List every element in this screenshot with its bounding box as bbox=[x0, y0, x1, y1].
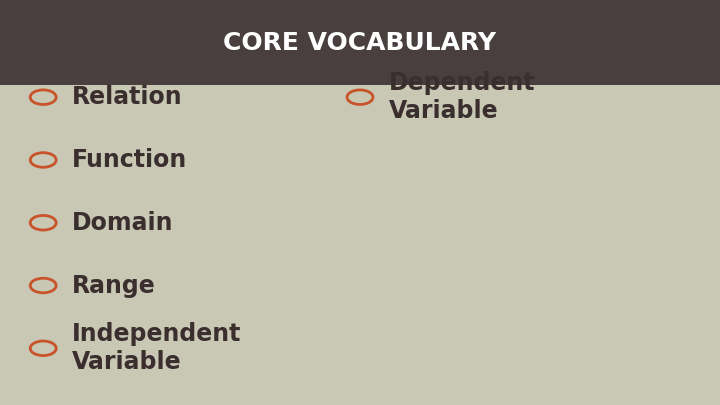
Text: CORE VOCABULARY: CORE VOCABULARY bbox=[223, 30, 497, 55]
Text: Function: Function bbox=[72, 148, 187, 172]
Text: Dependent
Variable: Dependent Variable bbox=[389, 71, 535, 123]
Text: Domain: Domain bbox=[72, 211, 174, 235]
Text: Independent
Variable: Independent Variable bbox=[72, 322, 241, 374]
FancyBboxPatch shape bbox=[0, 0, 720, 85]
Text: Relation: Relation bbox=[72, 85, 183, 109]
Text: Range: Range bbox=[72, 273, 156, 298]
